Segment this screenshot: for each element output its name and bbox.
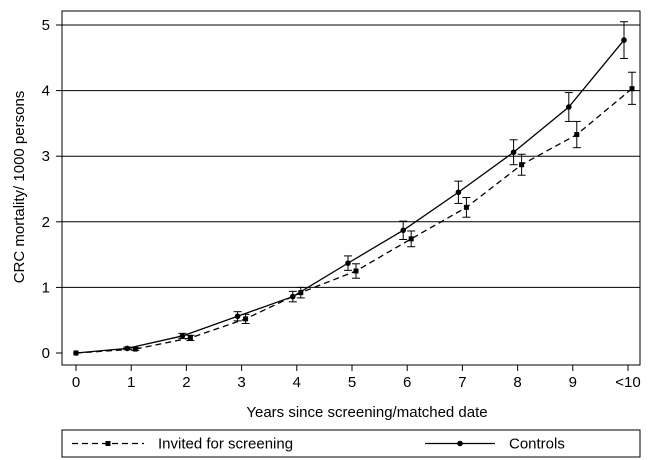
x-tick-label: 4 [293, 374, 301, 391]
y-axis-title: CRC mortality/ 1000 persons [11, 91, 28, 284]
y-tick-label: 2 [42, 214, 50, 231]
data-point [290, 293, 296, 300]
series-line [75, 88, 633, 354]
data-point [124, 345, 130, 352]
series-controls [73, 21, 628, 356]
data-point [345, 260, 351, 266]
x-tick-label: 6 [403, 374, 411, 391]
x-tick-label: 1 [127, 374, 135, 391]
y-tick-label: 1 [42, 279, 50, 296]
x-tick-label: 8 [513, 374, 521, 391]
axes: 0 1 2 3 4 5 0 1 2 3 4 5 6 7 8 9 <10 [42, 10, 641, 391]
x-tick-label: 7 [458, 374, 466, 391]
legend-marker [105, 441, 111, 446]
legend-marker [457, 440, 463, 447]
data-point [566, 104, 572, 110]
gridlines [62, 24, 640, 288]
x-axis-title: Years since screening/matched date [246, 404, 487, 421]
y-tick-label: 4 [42, 83, 50, 100]
data-point [234, 313, 241, 320]
data-point [408, 236, 414, 242]
series-layer [73, 21, 636, 356]
data-point [629, 86, 635, 92]
plot-frame [61, 10, 641, 366]
y-tick-label: 0 [42, 345, 50, 362]
data-point [132, 346, 138, 352]
x-tick-label: 2 [182, 374, 190, 391]
data-point [73, 350, 79, 356]
data-point [621, 37, 627, 43]
x-tick-label: 0 [72, 374, 80, 391]
legend-label: Invited for screening [158, 436, 293, 453]
data-point [463, 204, 469, 210]
data-point [298, 290, 304, 296]
legend-label: Controls [509, 436, 565, 453]
data-point [353, 268, 359, 274]
series-invited [73, 71, 636, 356]
data-point [519, 162, 525, 168]
data-point [243, 316, 249, 322]
x-tick-label: 9 [569, 374, 577, 391]
y-tick-label: 5 [42, 17, 50, 34]
data-point [455, 189, 462, 196]
data-point [187, 335, 193, 341]
x-tick-label: <10 [615, 374, 640, 391]
x-tick-label: 5 [348, 374, 356, 391]
legend: Invited for screening Controls [61, 429, 641, 458]
data-point [510, 149, 517, 156]
data-point [179, 333, 186, 339]
data-point [400, 227, 407, 234]
data-point [574, 132, 580, 138]
legend-box [61, 429, 641, 458]
series-line [75, 39, 625, 354]
y-tick-label: 3 [42, 148, 50, 165]
x-tick-label: 3 [237, 374, 245, 391]
